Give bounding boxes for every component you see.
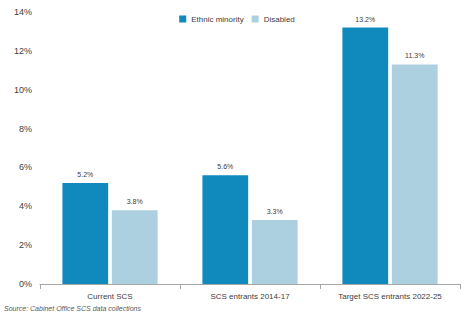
svg-text:3.8%: 3.8% [127, 198, 143, 205]
svg-text:13.2%: 13.2% [355, 16, 375, 23]
svg-text:Disabled: Disabled [264, 15, 295, 24]
svg-text:14%: 14% [14, 7, 32, 17]
svg-text:12%: 12% [14, 46, 32, 56]
svg-text:Source: Cabinet Office SCS dat: Source: Cabinet Office SCS data collecti… [4, 305, 141, 312]
svg-text:4%: 4% [19, 201, 32, 211]
svg-text:SCS entrants 2014-17: SCS entrants 2014-17 [210, 292, 290, 301]
svg-text:0%: 0% [19, 279, 32, 289]
svg-text:8%: 8% [19, 124, 32, 134]
svg-text:2%: 2% [19, 240, 32, 250]
svg-text:Ethnic minority: Ethnic minority [191, 15, 243, 24]
svg-text:3.3%: 3.3% [267, 208, 283, 215]
svg-text:6%: 6% [19, 162, 32, 172]
svg-text:10%: 10% [14, 85, 32, 95]
svg-text:Target SCS entrants 2022-25: Target SCS entrants 2022-25 [338, 292, 442, 301]
svg-text:Current SCS: Current SCS [87, 292, 132, 301]
svg-text:5.6%: 5.6% [217, 163, 233, 170]
svg-text:5.2%: 5.2% [77, 171, 93, 178]
svg-text:11.3%: 11.3% [405, 52, 424, 59]
